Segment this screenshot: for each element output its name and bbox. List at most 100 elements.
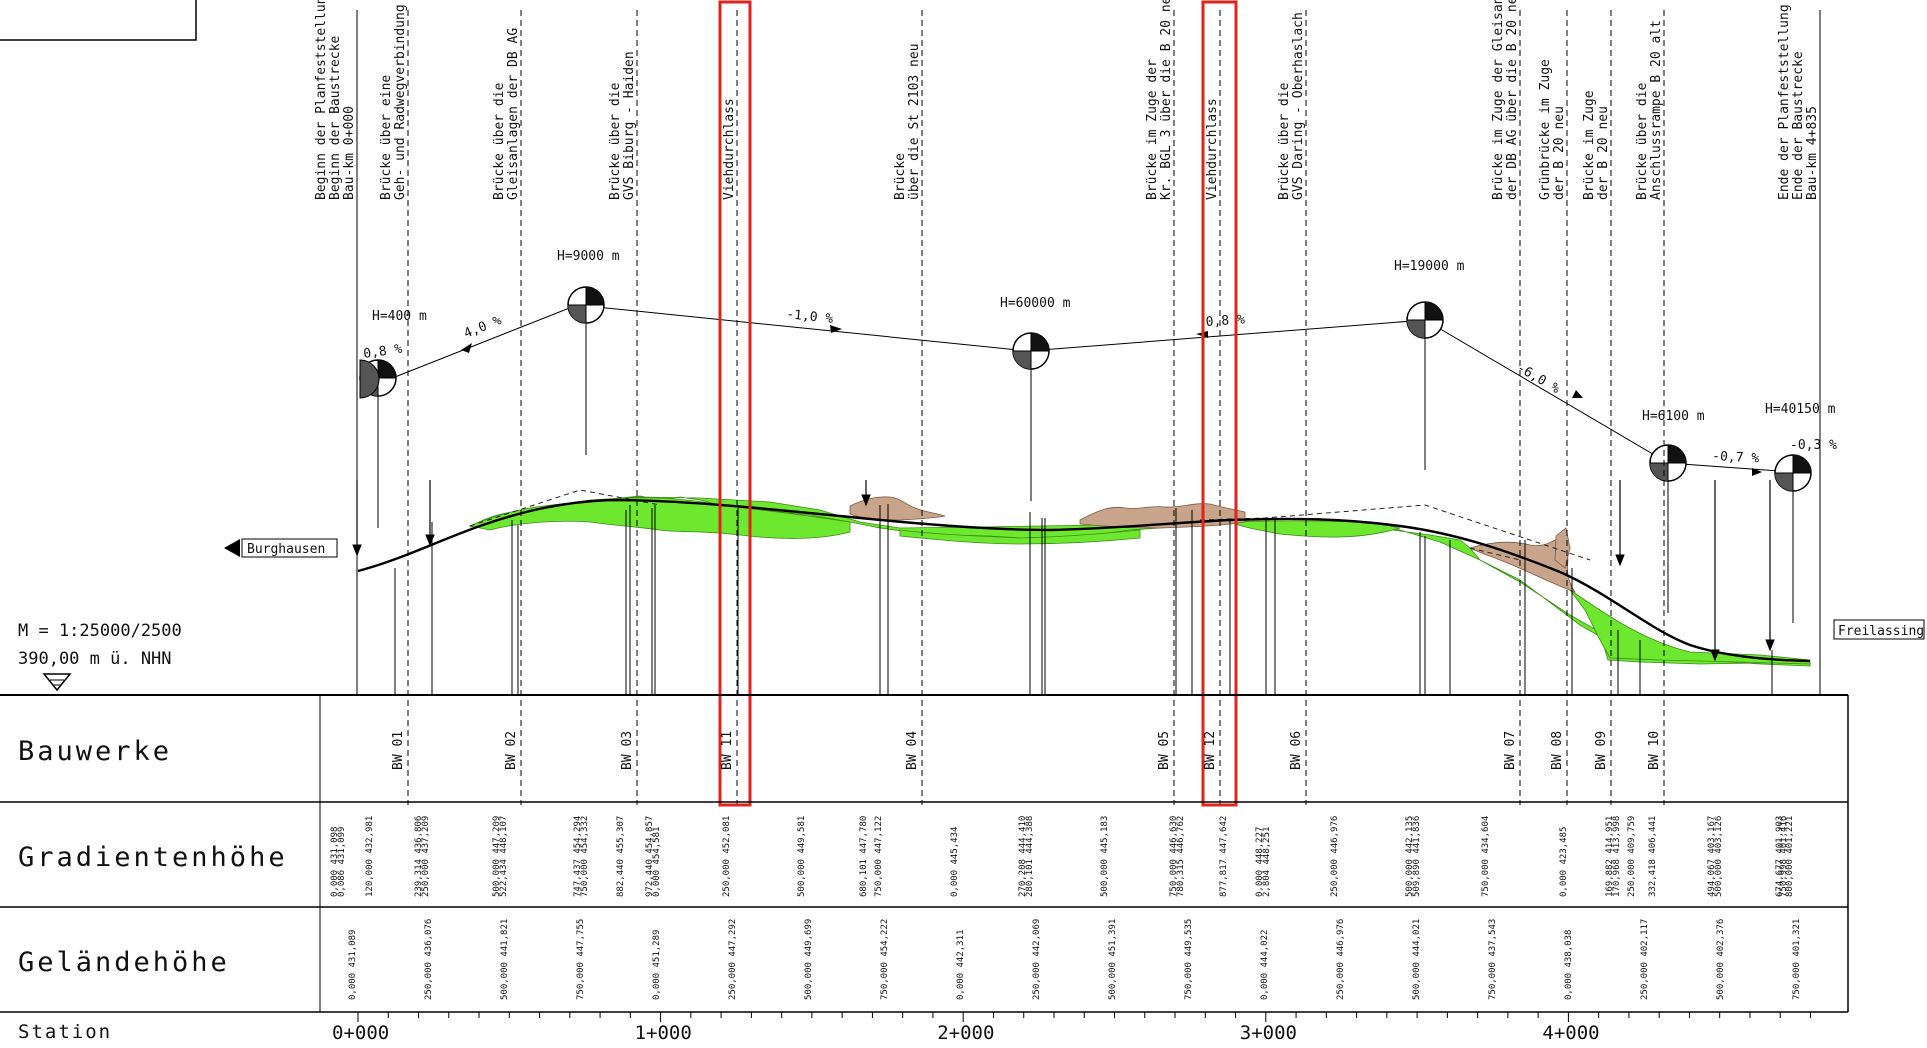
gradient-value-7: 522,434 448,107 xyxy=(499,816,509,897)
terrain-value-1: 0,000 431,089 xyxy=(348,930,358,1000)
structure-label-11-line-1: Grünbrücke im Zuge xyxy=(1538,59,1553,200)
title-block-frame xyxy=(0,0,197,41)
terrain-dashed-line xyxy=(469,489,1591,561)
grade-label-2: 4,0 % xyxy=(462,313,504,342)
gradient-value-8: 747,437 454,294 xyxy=(573,816,583,897)
bw-label-9: BW 06 xyxy=(1289,731,1304,770)
direction-right: Freilassing xyxy=(1833,619,1925,640)
structure-10: Brücke im Zuge der Gleisanlagen der DB AG… xyxy=(1491,0,1521,805)
vpi-circle-2 xyxy=(567,286,605,455)
terrain-value-13: 0,000 444,022 xyxy=(1260,930,1270,1000)
terrain-value-3: 500,000 441,821 xyxy=(500,919,510,1000)
highlight-viehdurchlass-bw11 xyxy=(718,0,752,807)
station-axis: 0+000 1+000 2+000 3+000 4+000 xyxy=(332,1012,1811,1044)
structure-12: Brücke im Zuge der B 20 neu xyxy=(1582,10,1612,805)
grade-labels: 0,8 % 4,0 % -1,0 % 0,8 % -6,0 % -0,7 % -… xyxy=(362,307,1837,466)
station-label-2: 1+000 xyxy=(635,1022,692,1044)
gradient-value-6: 500,000 447,209 xyxy=(492,816,502,897)
structure-11: Grünbrücke im Zuge der B 20 neu xyxy=(1538,10,1568,805)
structure-label-14-line-1: Ende der Planfeststellung xyxy=(1777,4,1792,200)
gradient-value-35: 494,067 403,167 xyxy=(1707,816,1717,897)
gradient-value-21: 750,000 446,630 xyxy=(1169,816,1179,897)
gradient-value-20: 500,000 445,183 xyxy=(1100,816,1110,897)
structure-label-4-line-2: GVS Biburg - Haiden xyxy=(622,51,637,200)
structure-label-3-line-1: Brücke über die xyxy=(492,82,507,200)
structure-label-6-line-2: über die St 2103 neu xyxy=(907,43,922,200)
terrain-value-14: 250,000 446,976 xyxy=(1336,919,1346,1000)
gradient-value-14: 500,000 449,581 xyxy=(797,816,807,897)
vpi-half-circle xyxy=(359,359,380,399)
gradient-value-29: 750,000 434,604 xyxy=(1481,816,1491,897)
load-arrow-head-2 xyxy=(425,534,435,547)
terrain-value-17: 0,000 438,038 xyxy=(1564,930,1574,1000)
gradient-value-37: 674,677 401,903 xyxy=(1775,816,1785,897)
row-title-bauwerke: Bauwerke xyxy=(18,736,172,767)
gradient-value-39: 800,000 401,221 xyxy=(1785,816,1795,897)
load-arrow-head-6 xyxy=(1765,639,1775,652)
bw-label-13: BW 10 xyxy=(1647,731,1662,770)
data-table xyxy=(0,694,1849,1013)
gradient-value-23: 877,817 447,642 xyxy=(1219,816,1229,897)
structure-label-13-line-1: Brücke über die xyxy=(1635,82,1650,200)
gradient-value-30: 0,000 423,485 xyxy=(1559,827,1569,897)
terrain-value-19: 500,000 402,376 xyxy=(1716,919,1726,1000)
terrain-green-band-mid xyxy=(899,529,1141,545)
terrain-value-4: 750,000 447,755 xyxy=(576,919,586,1000)
structure-7: Brücke im Zuge der Kr. BGL 3 über die B 2… xyxy=(1145,0,1175,805)
structure-13: Brücke über die Anschlussrampe B 20 alt xyxy=(1635,10,1665,805)
direction-left: Burghausen xyxy=(224,538,338,558)
terrain-green-slope xyxy=(1569,589,1811,665)
structure-lines: Beginn der Planfeststellung Beginn der Ba… xyxy=(314,0,1821,805)
structure-label-7-line-2: Kr. BGL 3 über die B 20 neu xyxy=(1159,0,1174,200)
gradient-value-36: 500,000 403,126 xyxy=(1714,816,1724,897)
structure-label-4-line-1: Brücke über die xyxy=(608,82,623,200)
gradient-value-22: 780,315 446,762 xyxy=(1176,816,1186,897)
gradient-value-10: 882,440 455,307 xyxy=(616,816,626,897)
structure-label-12-line-1: Brücke im Zuge xyxy=(1582,90,1597,200)
terrain-value-10: 250,000 442,069 xyxy=(1032,919,1042,1000)
structure-label-10-line-2: der DB AG über die B 20 neu xyxy=(1505,0,1520,200)
vpi-circles xyxy=(359,286,1812,623)
structure-1: Beginn der Planfeststellung Beginn der Ba… xyxy=(314,0,358,695)
gradient-value-16: 750,000 447,122 xyxy=(874,816,884,897)
bw-label-2: BW 01 xyxy=(391,731,406,770)
station-label-1: 0+000 xyxy=(332,1022,389,1044)
gradient-value-13: 250,000 452,081 xyxy=(722,816,732,897)
gradient-value-24: 0,000 448,227 xyxy=(1255,827,1265,897)
gradient-value-34: 332,418 406,441 xyxy=(1648,816,1658,897)
structure-label-9-line-2: GVS Daring - Oberhaslach xyxy=(1291,12,1306,200)
terrain-green-band xyxy=(468,497,851,539)
terrain-value-6: 250,000 447,292 xyxy=(728,919,738,1000)
gradient-value-26: 250,000 446,976 xyxy=(1330,816,1340,897)
structure-label-9-line-1: Brücke über die xyxy=(1277,82,1292,200)
gradient-value-31: 169,882 414,951 xyxy=(1605,816,1615,897)
gradient-value-19: 280,101 444,388 xyxy=(1025,816,1035,897)
row-title-gradient: Gradientenhöhe xyxy=(18,842,288,873)
gradient-value-3: 120,000 432,981 xyxy=(365,816,375,897)
bw-label-10: BW 07 xyxy=(1503,731,1518,770)
gradient-value-11: 972,440 454,857 xyxy=(645,816,655,897)
structure-label-6-line-1: Brücke xyxy=(893,153,908,200)
structure-label-11-line-2: der B 20 neu xyxy=(1552,106,1567,200)
bw-label-6: BW 04 xyxy=(905,731,920,770)
structure-label-14-line-3: Bau-km 4+835 xyxy=(1805,106,1820,200)
load-arrow-head-5 xyxy=(1710,649,1720,662)
terrain-brown-area-4 xyxy=(1554,527,1571,569)
radius-label-5: H=6100 m xyxy=(1642,409,1705,424)
station-label-3: 2+000 xyxy=(937,1022,994,1044)
terrain-values: 0,000 431,089 250,000 436,076 500,000 441,… xyxy=(348,919,1802,1000)
gradient-value-38: 750,998 401,416 xyxy=(1779,816,1789,897)
bw-label-4: BW 03 xyxy=(620,731,635,770)
load-arrow-head-4 xyxy=(1615,554,1625,567)
grade-label-3: -1,0 % xyxy=(786,307,834,327)
gradient-value-33: 250,000 409,759 xyxy=(1627,816,1637,897)
structure-label-1-line-1: Beginn der Planfeststellung xyxy=(314,0,329,200)
structure-14: Ende der Planfeststellung Ende der Baustr… xyxy=(1777,4,1821,695)
vpi-circle-4 xyxy=(1406,301,1444,470)
structure-label-7-line-1: Brücke im Zuge der xyxy=(1145,59,1160,200)
radius-label-4: H=19000 m xyxy=(1394,259,1465,274)
terrain-value-9: 0,000 442,311 xyxy=(956,930,966,1000)
load-arrow-head-1 xyxy=(352,544,362,557)
structure-label-13-line-2: Anschlussrampe B 20 alt xyxy=(1649,20,1664,200)
terrain-value-16: 750,000 437,543 xyxy=(1488,919,1498,1000)
